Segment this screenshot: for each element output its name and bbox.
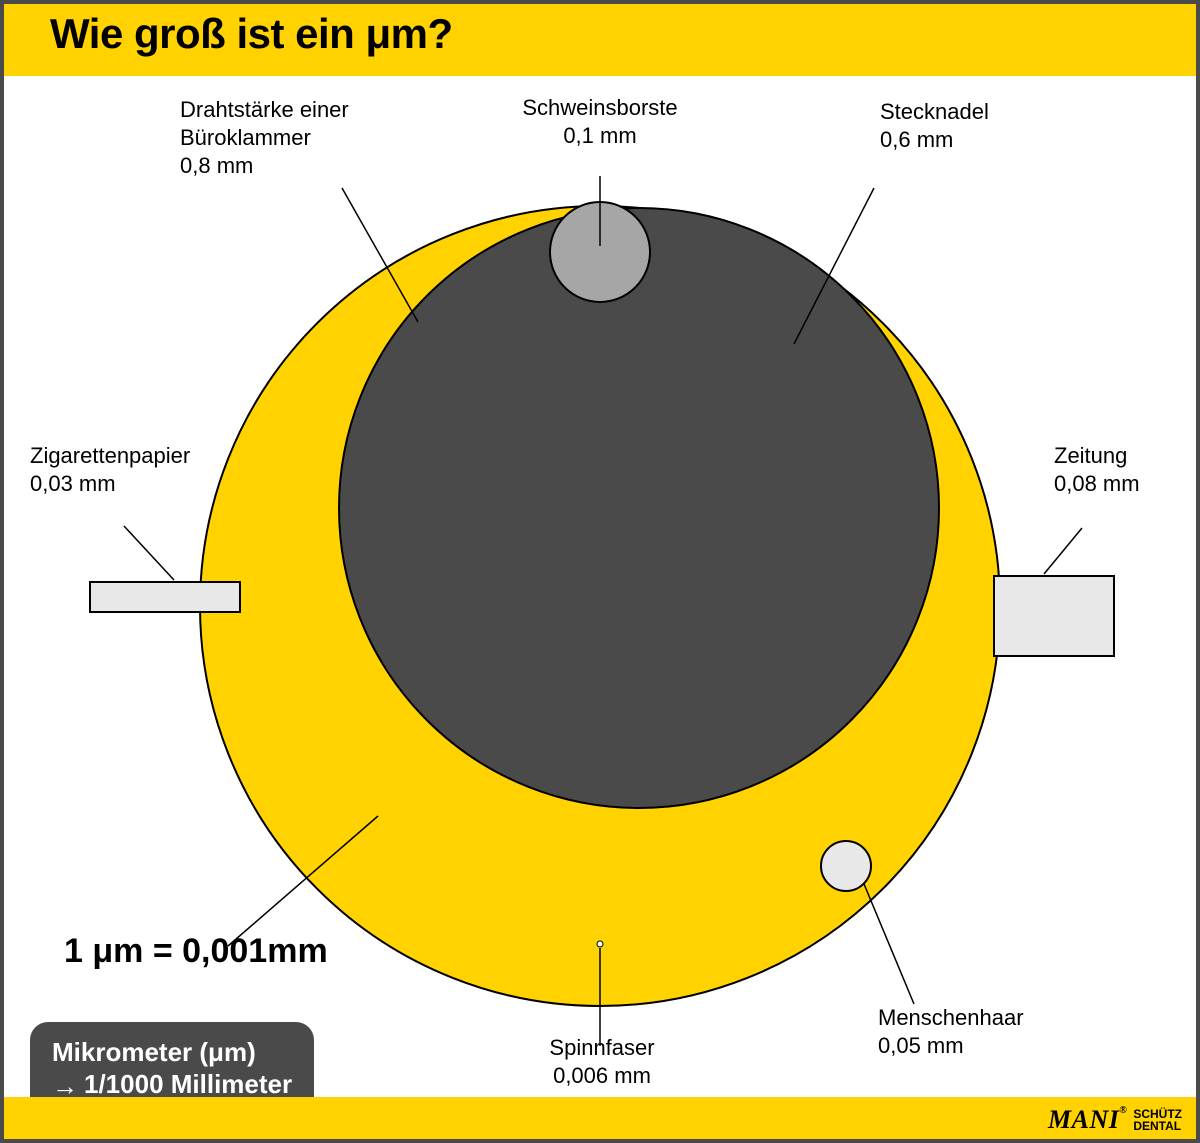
- label-value: 0,6 mm: [880, 126, 989, 154]
- registered-icon: ®: [1119, 1105, 1127, 1116]
- logo-sd-line2: DENTAL: [1133, 1120, 1182, 1132]
- label-paperclip: Drahtstärke einer Büroklammer 0,8 mm: [180, 96, 349, 180]
- label-text: Drahtstärke einer: [180, 96, 349, 124]
- label-value: 0,08 mm: [1054, 470, 1140, 498]
- logo: MANI® SCHÜTZ DENTAL: [1048, 1105, 1182, 1135]
- callout-line2-text: 1/1000 Millimeter: [84, 1069, 292, 1099]
- logo-mani-text: MANI: [1048, 1105, 1119, 1134]
- label-text: Stecknadel: [880, 98, 989, 126]
- label-pin: Stecknadel 0,6 mm: [880, 98, 989, 154]
- logo-mani: MANI®: [1048, 1105, 1127, 1135]
- label-value: 0,006 mm: [542, 1062, 662, 1090]
- callout-line2: →1/1000 Millimeter: [52, 1068, 292, 1100]
- diagram: [4, 76, 1196, 1136]
- label-bristle: Schweinsborste 0,1 mm: [520, 94, 680, 150]
- page-title: Wie groß ist ein μm?: [50, 10, 453, 58]
- label-value: 0,1 mm: [520, 122, 680, 150]
- label-value: 0,8 mm: [180, 152, 349, 180]
- footer-bar: [4, 1097, 1196, 1139]
- logo-schutz-dental: SCHÜTZ DENTAL: [1133, 1108, 1182, 1132]
- label-newspaper: Zeitung 0,08 mm: [1054, 442, 1140, 498]
- label-text: Menschenhaar: [878, 1004, 1024, 1032]
- label-text: Spinnfaser: [542, 1034, 662, 1062]
- label-cigarette-paper: Zigarettenpapier 0,03 mm: [30, 442, 190, 498]
- callout-line1: Mikrometer (μm): [52, 1036, 292, 1068]
- label-text: Zeitung: [1054, 442, 1140, 470]
- label-text: Büroklammer: [180, 124, 349, 152]
- label-value: 0,03 mm: [30, 470, 190, 498]
- label-text: Zigarettenpapier: [30, 442, 190, 470]
- label-fiber: Spinnfaser 0,006 mm: [542, 1034, 662, 1090]
- infographic-page: Wie groß ist ein μm? Drahtstärke einer B…: [0, 0, 1200, 1143]
- label-value: 0,05 mm: [878, 1032, 1024, 1060]
- label-text: Schweinsborste: [520, 94, 680, 122]
- equation-label: 1 μm = 0,001mm: [64, 932, 328, 971]
- label-hair: Menschenhaar 0,05 mm: [878, 1004, 1024, 1060]
